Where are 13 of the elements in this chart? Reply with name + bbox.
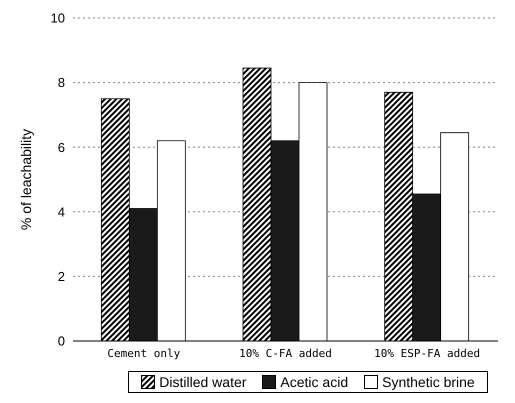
legend-label: Distilled water bbox=[158, 374, 246, 390]
y-tick-label: 0 bbox=[58, 334, 65, 349]
x-tick-label: 10% ESP-FA added bbox=[374, 346, 480, 360]
legend-label: Synthetic brine bbox=[381, 374, 475, 390]
y-tick-label: 10 bbox=[50, 10, 65, 26]
y-tick-label: 8 bbox=[58, 75, 65, 90]
y-tick-label: 4 bbox=[58, 204, 65, 220]
x-tick-label: 10% C-FA added bbox=[239, 346, 332, 360]
x-tick-label: Cement only bbox=[107, 346, 181, 360]
legend-label: Acetic acid bbox=[279, 374, 348, 390]
y-tick-label: 2 bbox=[58, 269, 65, 284]
y-axis-title: % of leachability bbox=[18, 128, 34, 230]
y-tick-label: 6 bbox=[58, 140, 65, 155]
